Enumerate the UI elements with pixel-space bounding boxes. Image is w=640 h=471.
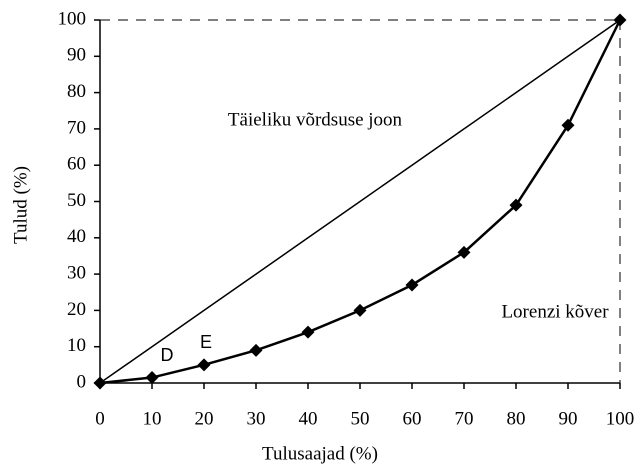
x-tick-label: 10 bbox=[143, 408, 162, 429]
x-axis-label: Tulusaajad (%) bbox=[262, 443, 378, 464]
data-point bbox=[509, 198, 523, 212]
x-tick-label: 70 bbox=[455, 408, 474, 429]
data-point bbox=[249, 343, 263, 357]
annotation: D bbox=[161, 345, 174, 365]
x-tick-label: 100 bbox=[606, 408, 635, 429]
data-point bbox=[93, 376, 107, 390]
y-tick-label: 20 bbox=[67, 299, 86, 320]
series-label: Lorenzi kõver bbox=[501, 301, 609, 322]
y-tick-label: 80 bbox=[67, 81, 86, 102]
x-tick-label: 80 bbox=[507, 408, 526, 429]
x-tick-label: 30 bbox=[247, 408, 266, 429]
y-tick-label: 50 bbox=[67, 190, 86, 211]
data-point bbox=[353, 303, 367, 317]
y-tick-label: 0 bbox=[77, 371, 87, 392]
y-tick-label: 60 bbox=[67, 154, 86, 175]
data-point bbox=[561, 118, 575, 132]
x-tick-label: 0 bbox=[95, 408, 105, 429]
data-point bbox=[613, 13, 627, 27]
data-point bbox=[197, 358, 211, 372]
y-tick-label: 90 bbox=[67, 45, 86, 66]
y-tick-label: 100 bbox=[58, 8, 87, 29]
data-point bbox=[405, 278, 419, 292]
x-tick-label: 50 bbox=[351, 408, 370, 429]
x-tick-label: 90 bbox=[559, 408, 578, 429]
y-tick-label: 10 bbox=[67, 335, 86, 356]
annotation: E bbox=[200, 332, 212, 352]
series-label: Täieliku võrdsuse joon bbox=[228, 109, 403, 130]
y-tick-label: 70 bbox=[67, 117, 86, 138]
y-tick-label: 30 bbox=[67, 262, 86, 283]
x-tick-label: 20 bbox=[195, 408, 214, 429]
x-tick-label: 60 bbox=[403, 408, 422, 429]
series-line bbox=[99, 19, 621, 384]
data-point bbox=[145, 371, 159, 385]
data-point bbox=[301, 325, 315, 339]
data-point bbox=[457, 245, 471, 259]
y-axis-label: Tulud (%) bbox=[10, 166, 31, 244]
y-tick-label: 40 bbox=[67, 226, 86, 247]
x-tick-label: 40 bbox=[299, 408, 318, 429]
